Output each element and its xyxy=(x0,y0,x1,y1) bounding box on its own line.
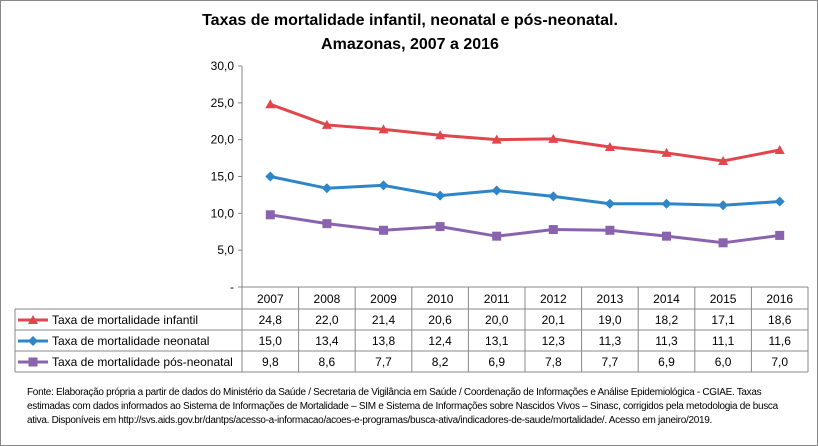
data-point xyxy=(605,225,615,235)
series-name: Taxa de mortalidade infantil xyxy=(52,313,198,327)
x-category-label: 2011 xyxy=(484,292,510,306)
data-label: 7,0 xyxy=(771,355,788,369)
series-name: Taxa de mortalidade neonatal xyxy=(52,334,209,348)
y-tick-label: 5,0 xyxy=(217,243,234,257)
data-label: 11,6 xyxy=(768,334,791,348)
data-label: 20,6 xyxy=(428,313,452,327)
series-line-0 xyxy=(269,102,780,163)
y-tick-label: 20,0 xyxy=(211,133,235,147)
data-label: 8,6 xyxy=(319,355,336,369)
data-point xyxy=(718,156,729,166)
data-point xyxy=(604,198,615,209)
data-label: 6,0 xyxy=(715,355,732,369)
data-point xyxy=(435,130,446,140)
data-point xyxy=(548,191,559,202)
chart-title-line1: Taxas de mortalidade infantil, neonatal … xyxy=(202,12,618,29)
data-label: 9,8 xyxy=(262,355,279,369)
x-category-label: 2013 xyxy=(597,292,624,306)
data-label: 12,4 xyxy=(428,334,452,348)
data-label: 24,8 xyxy=(259,313,283,327)
data-point xyxy=(491,185,502,196)
y-tick-label: 25,0 xyxy=(211,96,235,110)
x-category-label: 2007 xyxy=(257,292,284,306)
data-label: 11,3 xyxy=(655,334,678,348)
series-name: Taxa de mortalidade pós-neonatal xyxy=(52,355,233,369)
x-category-label: 2010 xyxy=(427,292,454,306)
data-label: 20,1 xyxy=(542,313,566,327)
data-label: 22,0 xyxy=(315,313,339,327)
data-point xyxy=(774,196,785,207)
y-tick-label: - xyxy=(230,280,234,294)
data-point xyxy=(265,171,276,182)
data-label: 21,4 xyxy=(372,313,396,327)
y-tick-label: 10,0 xyxy=(211,206,235,220)
data-label: 8,2 xyxy=(432,355,449,369)
data-label: 17,1 xyxy=(711,313,735,327)
data-label: 12,3 xyxy=(542,334,566,348)
data-point xyxy=(265,99,276,109)
data-point xyxy=(379,225,388,235)
data-point xyxy=(718,238,728,248)
x-category-label: 2008 xyxy=(314,292,341,306)
legend-marker xyxy=(28,315,38,324)
data-label: 13,8 xyxy=(372,334,396,348)
data-point xyxy=(661,198,672,209)
data-point xyxy=(491,134,502,144)
data-point xyxy=(662,231,671,241)
data-label: 15,0 xyxy=(259,334,283,348)
x-category-label: 2012 xyxy=(540,292,567,306)
data-label: 6,9 xyxy=(658,355,675,369)
data-label: 7,7 xyxy=(375,355,392,369)
data-point xyxy=(775,230,785,240)
data-point xyxy=(548,225,558,235)
data-label: 19,0 xyxy=(598,313,622,327)
data-point xyxy=(718,200,729,211)
x-category-label: 2016 xyxy=(766,292,793,306)
data-point xyxy=(265,210,275,220)
data-point xyxy=(321,183,332,194)
data-point xyxy=(774,144,785,154)
y-tick-label: 30,0 xyxy=(211,59,235,73)
data-point xyxy=(661,147,672,157)
data-point xyxy=(435,190,446,201)
data-label: 7,7 xyxy=(602,355,619,369)
data-point xyxy=(435,222,445,232)
data-label: 7,8 xyxy=(545,355,562,369)
data-label: 18,6 xyxy=(768,313,792,327)
data-point xyxy=(378,124,389,134)
series-line-2 xyxy=(270,213,780,245)
x-category-label: 2009 xyxy=(370,292,397,306)
series-line-1 xyxy=(269,175,780,207)
data-label: 13,4 xyxy=(315,334,339,348)
x-category-label: 2015 xyxy=(710,292,737,306)
data-label: 13,1 xyxy=(485,334,509,348)
data-point xyxy=(378,180,389,191)
data-point xyxy=(492,231,502,241)
data-label: 18,2 xyxy=(655,313,679,327)
data-point xyxy=(604,142,615,152)
legend-marker xyxy=(28,357,38,367)
data-label: 11,3 xyxy=(599,334,622,348)
y-tick-label: 15,0 xyxy=(211,170,235,184)
data-point xyxy=(321,119,332,129)
x-category-label: 2014 xyxy=(653,292,680,306)
legend-marker xyxy=(28,336,38,346)
data-label: 11,1 xyxy=(712,334,735,348)
data-label: 6,9 xyxy=(488,355,505,369)
data-label: 20,0 xyxy=(485,313,509,327)
source-note: Fonte: Elaboração própria a partir de da… xyxy=(27,387,778,426)
data-point xyxy=(322,219,332,229)
chart-title-line2: Amazonas, 2007 a 2016 xyxy=(321,36,499,53)
data-point xyxy=(548,133,559,143)
